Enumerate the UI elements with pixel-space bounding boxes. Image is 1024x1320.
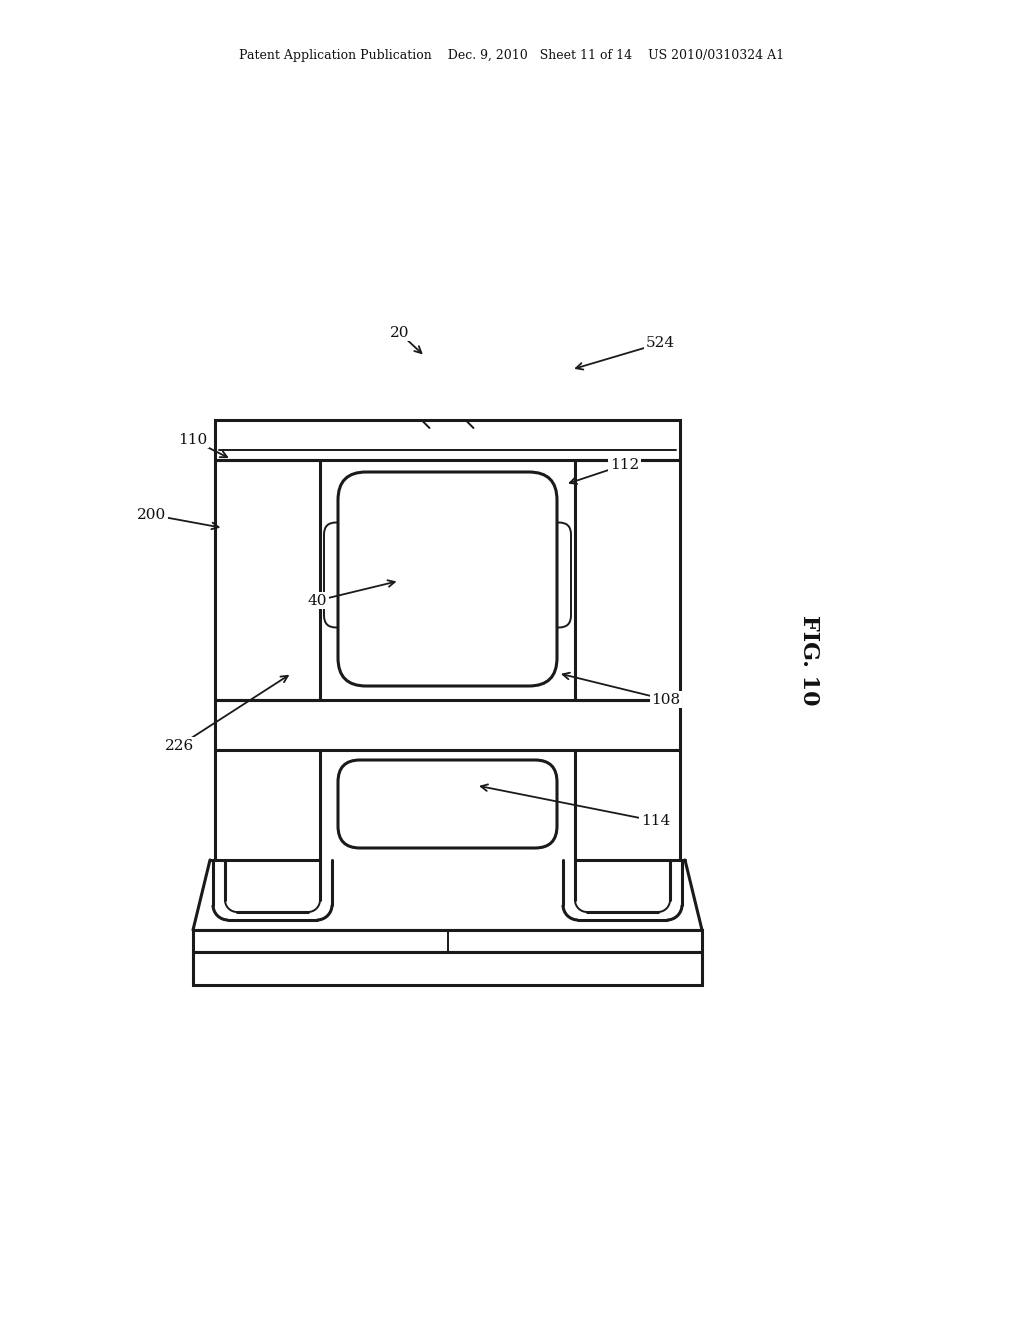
Text: 20: 20 — [389, 326, 410, 339]
FancyBboxPatch shape — [338, 760, 557, 847]
Text: 524: 524 — [646, 337, 675, 350]
Text: Patent Application Publication    Dec. 9, 2010   Sheet 11 of 14    US 2010/03103: Patent Application Publication Dec. 9, 2… — [240, 49, 784, 62]
Text: 226: 226 — [165, 739, 194, 752]
Text: 40: 40 — [307, 594, 328, 607]
FancyBboxPatch shape — [338, 473, 557, 686]
Text: 110: 110 — [178, 433, 207, 446]
FancyBboxPatch shape — [324, 523, 352, 627]
Bar — [193, 952, 702, 985]
Bar — [215, 420, 680, 459]
Text: 112: 112 — [610, 458, 639, 471]
Text: 114: 114 — [641, 814, 670, 828]
Text: FIG. 10: FIG. 10 — [798, 615, 820, 705]
Text: 200: 200 — [137, 508, 166, 521]
FancyBboxPatch shape — [543, 523, 571, 627]
Bar — [193, 931, 702, 952]
Text: 108: 108 — [651, 693, 680, 706]
